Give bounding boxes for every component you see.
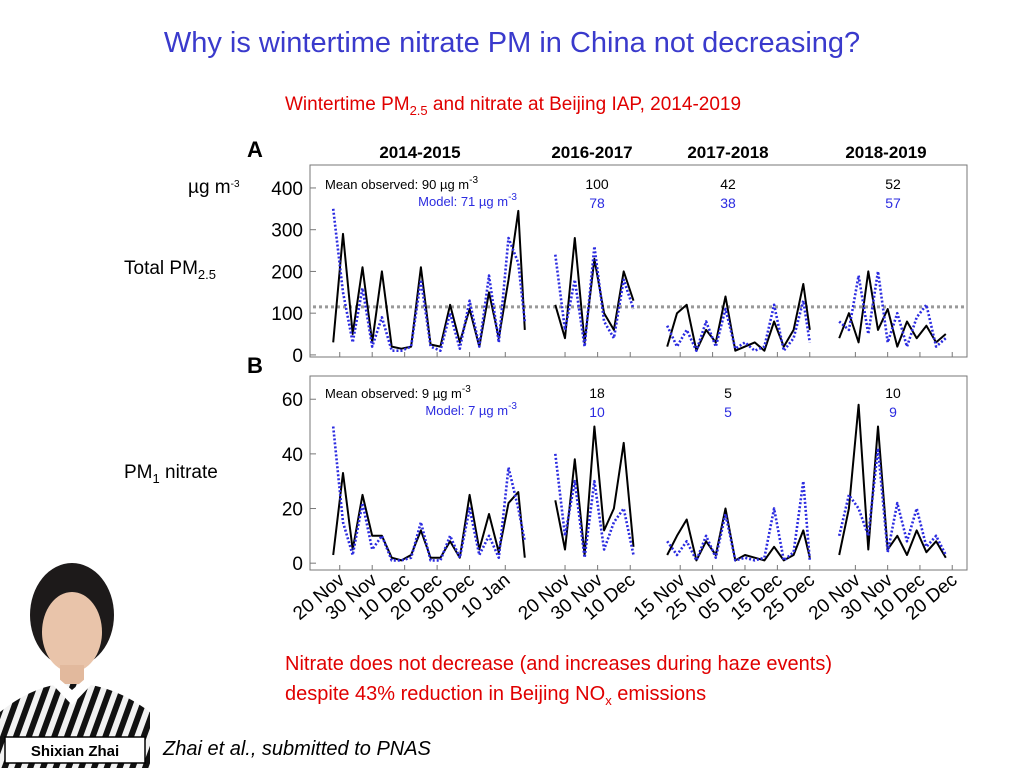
unit-exp: -3	[231, 179, 240, 190]
mean-value: 57	[885, 195, 901, 211]
y-label-text: nitrate	[160, 462, 218, 483]
chart-subtitle: Wintertime PM2.5 and nitrate at Beijing …	[285, 94, 741, 118]
series-line	[331, 426, 527, 562]
series-line	[554, 245, 635, 348]
unit: µg m	[479, 403, 508, 418]
y-tick-label: 60	[282, 390, 303, 411]
series-line	[666, 299, 812, 352]
series-line	[332, 472, 526, 562]
series-line	[838, 403, 947, 559]
series-line	[837, 447, 947, 556]
legend-label: Mean observed:	[325, 386, 418, 401]
unit-exp: -3	[469, 175, 478, 186]
mean-value: 71	[461, 194, 475, 209]
panel-letter: A	[247, 137, 263, 162]
note-sub: x	[605, 693, 612, 708]
subtitle-sub: 2.5	[410, 103, 428, 118]
y-label-sub: 2.5	[198, 267, 216, 282]
series-line	[838, 270, 947, 348]
unit: µg m	[440, 177, 469, 192]
y-label-text: Total PM	[124, 258, 198, 279]
series-line	[666, 283, 811, 352]
mean-value: 10	[589, 404, 605, 420]
y-tick-label: 200	[271, 262, 303, 283]
plot-frame	[309, 164, 968, 358]
unit: µg m	[479, 194, 508, 209]
photo	[0, 555, 150, 768]
note-text: emissions	[612, 683, 706, 705]
note-text: despite 43% reduction in Beijing NO	[285, 683, 605, 705]
mean-annotation: Mean observed: 90 µg m-3	[325, 175, 478, 192]
mean-value: 90	[422, 177, 436, 192]
y-label-sub: 1	[153, 471, 160, 486]
panel-letter: B	[247, 353, 263, 378]
y-tick-label: 400	[271, 179, 303, 200]
series-line	[554, 425, 635, 556]
mean-value: 5	[724, 404, 732, 420]
y-label-text: PM	[124, 462, 153, 483]
mean-value: 9	[422, 386, 429, 401]
legend-label: Model:	[425, 403, 464, 418]
y-axis-label: Total PM2.5	[124, 258, 216, 282]
y-tick-label: 0	[292, 346, 303, 367]
y-axis-unit: µg m-3	[188, 177, 240, 198]
mean-value: 18	[589, 385, 605, 401]
y-tick-label: 20	[282, 500, 303, 521]
subtitle-text: Wintertime PM	[285, 94, 410, 115]
mean-annotation: Mean observed: 9 µg m-3	[325, 384, 471, 401]
y-tick-label: 300	[271, 221, 303, 242]
series-line	[554, 237, 635, 344]
mean-value: 100	[585, 176, 609, 192]
legend-label: Mean observed:	[325, 177, 418, 192]
series-line	[554, 453, 635, 559]
mean-value: 42	[720, 176, 736, 192]
mean-value: 9	[889, 404, 897, 420]
series-line	[331, 208, 527, 352]
unit: µg m	[433, 386, 462, 401]
y-axis-label: PM1 nitrate	[124, 462, 218, 486]
series-line	[666, 479, 812, 562]
legend-label: Model:	[418, 194, 457, 209]
unit-exp: -3	[462, 384, 471, 395]
photo-caption: Shixian Zhai	[31, 743, 119, 760]
mean-annotation: Model: 7 µg m-3	[425, 401, 517, 418]
citation: Zhai et al., submitted to PNAS	[162, 738, 432, 760]
mean-annotation: Model: 71 µg m-3	[418, 192, 517, 209]
plot-frame	[309, 375, 968, 571]
mean-value: 78	[589, 195, 605, 211]
unit-exp: -3	[508, 192, 517, 203]
season-header: 2014-2015	[379, 143, 460, 162]
mean-value: 10	[885, 385, 901, 401]
season-header: 2018-2019	[845, 143, 926, 162]
season-header: 2016-2017	[551, 143, 632, 162]
subtitle-text: and nitrate at Beijing IAP, 2014-2019	[428, 94, 741, 115]
note-line: Nitrate does not decrease (and increases…	[285, 653, 832, 675]
y-tick-label: 0	[292, 554, 303, 575]
mean-value: 7	[468, 403, 475, 418]
slide-title: Why is wintertime nitrate PM in China no…	[164, 27, 860, 59]
season-header: 2017-2018	[687, 143, 768, 162]
unit-exp: -3	[508, 401, 517, 412]
note-line: despite 43% reduction in Beijing NOx emi…	[285, 683, 706, 708]
y-tick-label: 40	[282, 445, 303, 466]
mean-value: 38	[720, 195, 736, 211]
mean-value: 52	[885, 176, 901, 192]
y-tick-label: 100	[271, 304, 303, 325]
unit: µg m	[188, 177, 231, 198]
mean-value: 5	[724, 385, 732, 401]
